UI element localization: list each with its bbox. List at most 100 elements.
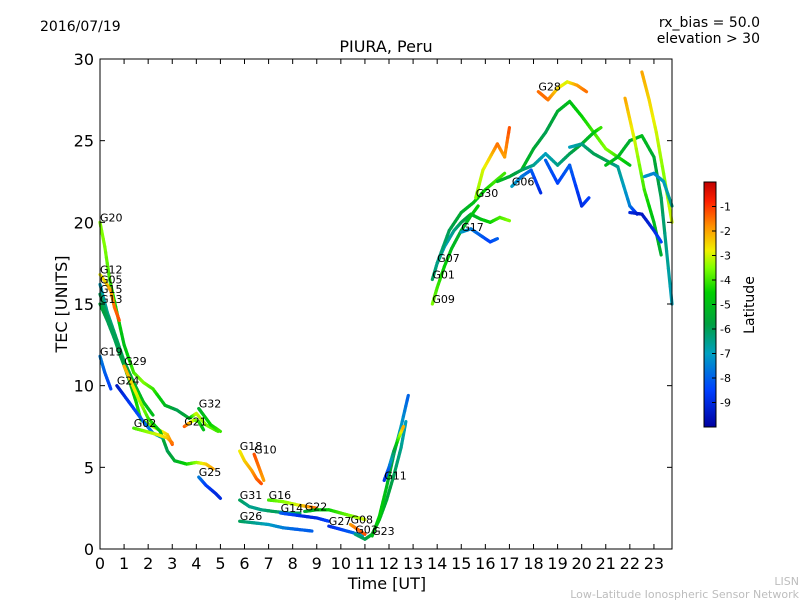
sat-label-G20: G20 bbox=[100, 211, 123, 224]
colorbar-tick-label: -6 bbox=[720, 323, 731, 336]
sat-label-G08: G08 bbox=[350, 514, 373, 527]
series-G09 bbox=[430, 204, 480, 306]
sat-label-G14: G14 bbox=[281, 502, 304, 515]
series-track-32 bbox=[495, 125, 603, 184]
track-segment bbox=[258, 481, 263, 486]
sat-label-G21: G21 bbox=[184, 416, 207, 429]
x-tick-label: 20 bbox=[572, 554, 592, 573]
track-segment bbox=[325, 519, 331, 523]
x-tick-label: 9 bbox=[312, 554, 322, 573]
y-tick-label: 25 bbox=[74, 132, 94, 151]
track-segment bbox=[405, 393, 410, 403]
rx-bias-label: rx_bias = 50.0 bbox=[659, 15, 760, 31]
sat-label-G16: G16 bbox=[269, 489, 292, 502]
track-segment bbox=[586, 196, 591, 201]
track-segment bbox=[507, 125, 512, 135]
sat-label-G26: G26 bbox=[240, 510, 263, 523]
sat-label-G24: G24 bbox=[117, 375, 140, 388]
x-tick-label: 3 bbox=[167, 554, 177, 573]
colorbar-tick-label: -1 bbox=[720, 201, 731, 214]
track-segment bbox=[201, 426, 206, 432]
data-marks bbox=[98, 70, 674, 541]
sat-label-G13: G13 bbox=[100, 293, 123, 306]
series-G21 bbox=[182, 418, 206, 432]
series-G08 bbox=[348, 522, 367, 536]
series-G25 bbox=[197, 475, 223, 500]
date-label: 2016/07/19 bbox=[40, 19, 121, 35]
track-segment bbox=[664, 249, 670, 271]
series-track-38 bbox=[628, 210, 663, 244]
series-G18 bbox=[238, 449, 263, 486]
x-tick-label: 5 bbox=[215, 554, 225, 573]
x-tick-label: 12 bbox=[379, 554, 399, 573]
x-tick-label: 1 bbox=[119, 554, 129, 573]
series-track-33 bbox=[543, 158, 591, 208]
track-segment bbox=[663, 231, 669, 253]
series-G30 bbox=[474, 125, 512, 200]
colorbar-tick-label: -4 bbox=[720, 274, 731, 287]
series-G12 bbox=[98, 273, 121, 322]
colorbar-tick-label: -2 bbox=[720, 225, 731, 238]
footer-network: Low-Latitude Ionospheric Sensor Network bbox=[570, 588, 799, 600]
x-tick-label: 2 bbox=[143, 554, 153, 573]
track-segment bbox=[217, 428, 223, 433]
sat-label-G19: G19 bbox=[100, 345, 123, 358]
x-tick-label: 16 bbox=[475, 554, 495, 573]
colorbar-ticks: -1 -2 -3 -4 -5 -6 -7 -8 -9 bbox=[712, 201, 731, 410]
colorbar-tick-label: -3 bbox=[720, 250, 731, 263]
x-tick-label: 18 bbox=[523, 554, 543, 573]
sat-label-G22: G22 bbox=[305, 500, 328, 513]
sat-label-G25: G25 bbox=[199, 466, 222, 479]
sat-label-G23: G23 bbox=[372, 525, 395, 538]
track-segment bbox=[261, 476, 266, 482]
sat-label-G02: G02 bbox=[134, 417, 157, 430]
sat-label-G18: G18 bbox=[240, 440, 263, 453]
series-G16 bbox=[266, 498, 319, 510]
x-tick-label: 8 bbox=[288, 554, 298, 573]
series-G22 bbox=[303, 508, 367, 522]
x-tick-label: 6 bbox=[239, 554, 249, 573]
track-segment bbox=[501, 171, 507, 177]
series-track-35 bbox=[604, 134, 674, 306]
track-segment bbox=[494, 237, 499, 241]
y-tick-label: 0 bbox=[84, 540, 94, 559]
x-tick-label: 19 bbox=[547, 554, 567, 573]
track-segment bbox=[583, 88, 589, 94]
track-segment bbox=[659, 196, 665, 218]
x-tick-label: 0 bbox=[95, 554, 105, 573]
track-segment bbox=[362, 531, 367, 536]
series-G11 bbox=[382, 424, 406, 482]
series-track-39 bbox=[642, 171, 674, 208]
series-track-31 bbox=[519, 99, 632, 172]
sat-label-G11: G11 bbox=[384, 469, 407, 482]
y-tick-label: 20 bbox=[74, 213, 94, 232]
x-tick-label: 4 bbox=[191, 554, 201, 573]
x-tick-label: 11 bbox=[355, 554, 375, 573]
colorbar-tick-label: -9 bbox=[720, 397, 731, 410]
sat-label-G15: G15 bbox=[100, 283, 123, 296]
x-tick-label: 21 bbox=[596, 554, 616, 573]
track-segment bbox=[403, 420, 408, 428]
sat-label-G06: G06 bbox=[512, 175, 535, 188]
x-tick-label: 22 bbox=[620, 554, 640, 573]
series-G28 bbox=[536, 80, 589, 102]
series-G19 bbox=[98, 354, 113, 391]
track-segment bbox=[361, 517, 367, 522]
series-G06 bbox=[510, 168, 543, 195]
series-G26 bbox=[238, 519, 314, 533]
track-segment bbox=[598, 125, 603, 131]
chart-title: PIURA, Peru bbox=[339, 37, 432, 56]
series-G10 bbox=[252, 452, 266, 482]
track-segment bbox=[658, 247, 663, 257]
track-segment bbox=[169, 440, 174, 445]
sat-label-G27: G27 bbox=[329, 515, 352, 528]
colorbar-tick-label: -8 bbox=[720, 372, 731, 385]
track-segment bbox=[658, 238, 663, 244]
series-G14 bbox=[279, 511, 331, 523]
x-tick-label: 7 bbox=[263, 554, 273, 573]
series-G32 bbox=[197, 406, 223, 433]
sat-label-G30: G30 bbox=[476, 187, 499, 200]
sat-label-G01: G01 bbox=[432, 269, 455, 282]
